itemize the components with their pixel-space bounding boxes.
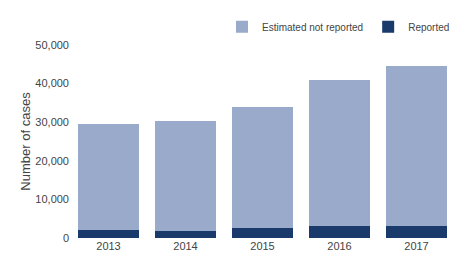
svg-text:40,000: 40,000 xyxy=(35,77,69,89)
svg-text:Reported: Reported xyxy=(408,22,449,33)
svg-text:10,000: 10,000 xyxy=(35,193,69,205)
svg-text:2014: 2014 xyxy=(173,240,197,252)
svg-text:20,000: 20,000 xyxy=(35,155,69,167)
svg-text:Number of cases: Number of cases xyxy=(18,92,33,191)
svg-text:Estimated not reported: Estimated not reported xyxy=(262,22,363,33)
svg-text:50,000: 50,000 xyxy=(35,39,69,51)
svg-text:2013: 2013 xyxy=(96,240,120,252)
svg-text:2017: 2017 xyxy=(404,240,428,252)
svg-text:2016: 2016 xyxy=(327,240,351,252)
svg-text:2015: 2015 xyxy=(250,240,274,252)
svg-text:30,000: 30,000 xyxy=(35,116,69,128)
svg-text:0: 0 xyxy=(63,232,69,244)
